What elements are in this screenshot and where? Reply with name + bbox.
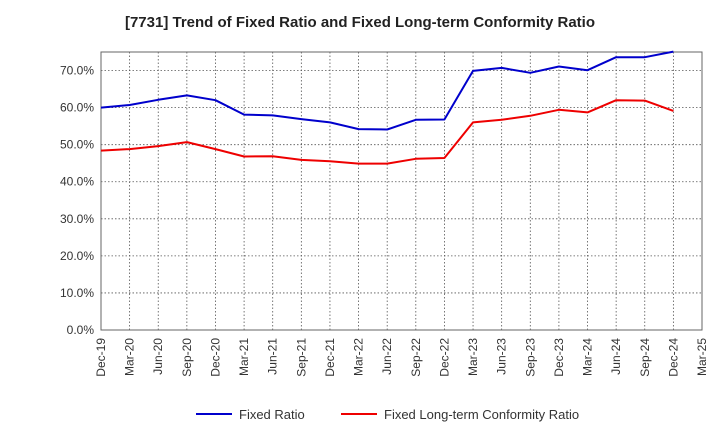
x-tick-label: Mar-20: [123, 338, 137, 376]
x-tick-label: Dec-24: [666, 338, 680, 377]
y-tick-label: 30.0%: [60, 212, 94, 226]
x-tick-label: Dec-22: [437, 338, 451, 377]
x-tick-label: Dec-21: [323, 338, 337, 377]
legend-label-1: Fixed Long-term Conformity Ratio: [384, 407, 579, 422]
x-tick-label: Mar-25: [695, 338, 709, 376]
x-tick-label: Jun-20: [151, 338, 165, 375]
y-tick-label: 0.0%: [67, 323, 95, 337]
x-tick-label: Dec-20: [208, 338, 222, 377]
series-layer: [100, 50, 674, 165]
x-tick-label: Mar-23: [466, 338, 480, 376]
x-tick-label: Jun-24: [609, 338, 623, 375]
grid-layer: [101, 52, 702, 330]
plot-frame: [100, 51, 703, 331]
x-tick-label: Mar-24: [581, 338, 595, 376]
x-tick-label: Jun-23: [495, 338, 509, 375]
y-tick-label: 70.0%: [60, 64, 94, 78]
axis-layer: 0.0% 10.0% 20.0% 30.0% 40.0% 50.0% 60.0% 70.0% D…: [60, 51, 709, 377]
y-tick-label: 50.0%: [60, 138, 94, 152]
x-tick-label: Sep-21: [294, 338, 308, 377]
x-tick-label: Sep-22: [409, 338, 423, 377]
x-tick-label: Mar-22: [352, 338, 366, 376]
x-tick-label: Sep-24: [638, 338, 652, 377]
x-tick-label: Sep-23: [523, 338, 537, 377]
x-tick-label: Sep-20: [180, 338, 194, 377]
y-tick-label: 60.0%: [60, 101, 94, 115]
y-tick-label: 20.0%: [60, 249, 94, 263]
series-line-1: [100, 99, 674, 165]
y-tick-label: 10.0%: [60, 286, 94, 300]
x-tick-label: Jun-21: [266, 338, 280, 375]
x-tick-label: Jun-22: [380, 338, 394, 375]
y-tick-label: 40.0%: [60, 175, 94, 189]
legend-layer: Fixed Ratio Fixed Long-term Conformity Ra…: [196, 407, 579, 422]
x-tick-label: Dec-19: [94, 338, 108, 377]
series-line-0: [100, 50, 674, 131]
x-tick-label: Mar-21: [237, 338, 251, 376]
x-tick-label: Dec-23: [552, 338, 566, 377]
chart-title: [7731] Trend of Fixed Ratio and Fixed Lo…: [124, 14, 596, 31]
legend-label-0: Fixed Ratio: [239, 407, 305, 422]
